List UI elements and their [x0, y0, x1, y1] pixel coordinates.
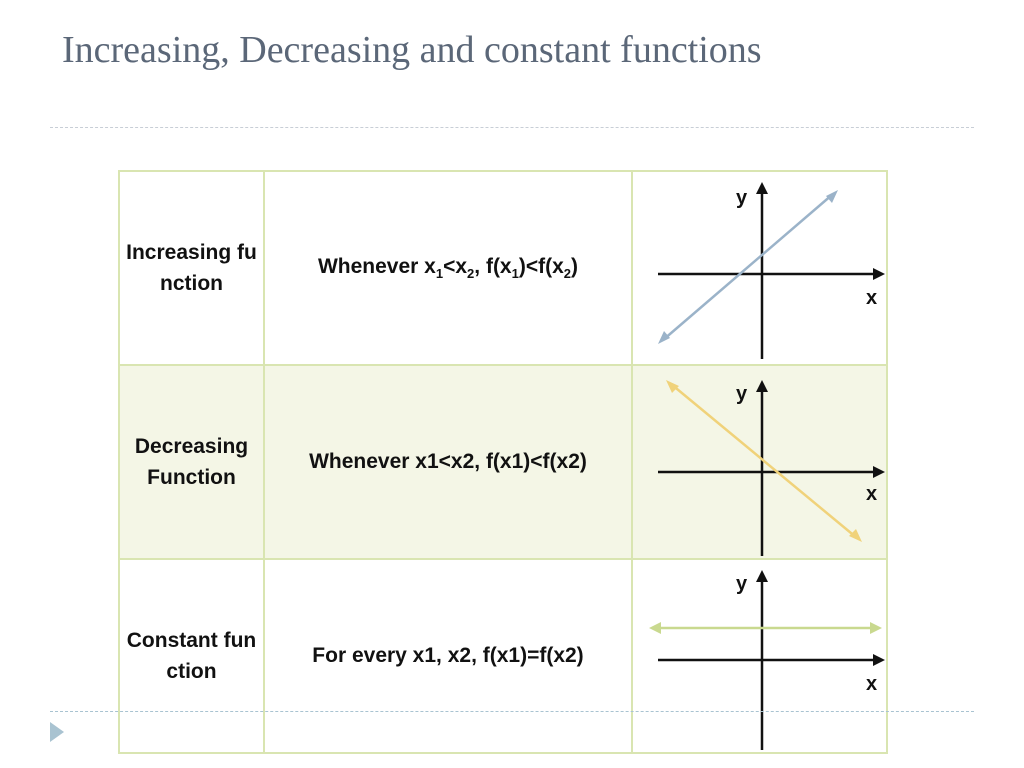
graph-cell: y x [631, 170, 888, 366]
graph-cell: y x [631, 558, 888, 754]
table-row-constant: Constant function For every x1, x2, f(x1… [118, 558, 888, 754]
footer-divider [50, 711, 974, 712]
y-axis-label: y [736, 187, 748, 209]
function-name-cell: Increasing function [118, 170, 265, 366]
title-divider [50, 127, 974, 128]
x-axis-label: x [866, 287, 877, 309]
function-name-cell: Decreasing Function [118, 364, 265, 560]
decreasing-graph: y x [658, 380, 885, 556]
decreasing-line [670, 383, 858, 539]
x-axis-label: x [866, 673, 877, 695]
function-name-constant: Constant function [126, 629, 257, 683]
increasing-graph: y x [658, 182, 885, 359]
function-rule-cell: Whenever x1<x2, f(x1)<f(x2) [263, 170, 633, 366]
slide-title: Increasing, Decreasing and constant func… [62, 29, 762, 71]
rule-decreasing: Whenever x1<x2, f(x1)<f(x2) [309, 450, 587, 473]
arrowhead-low [658, 331, 670, 344]
arrowhead-low [849, 529, 862, 542]
graph-cell: y x [631, 364, 888, 560]
function-rule-cell: For every x1, x2, f(x1)=f(x2) [263, 558, 633, 754]
increasing-line [662, 193, 834, 341]
function-name-cell: Constant function [118, 558, 265, 754]
y-axis-label: y [736, 383, 748, 405]
function-name-decreasing: Decreasing Function [134, 435, 249, 489]
x-axis-label: x [866, 483, 877, 505]
arrowhead-left [649, 622, 661, 634]
function-rule-cell: Whenever x1<x2, f(x1)<f(x2) [263, 364, 633, 560]
arrowhead-right [870, 622, 882, 634]
table-row-increasing: Increasing function Whenever x1<x2, f(x1… [118, 170, 888, 366]
function-types-table: Increasing function Whenever x1<x2, f(x1… [118, 170, 888, 754]
table-row-decreasing: Decreasing Function Whenever x1<x2, f(x1… [118, 364, 888, 560]
y-axis-label: y [736, 573, 748, 595]
rule-increasing: Whenever x1<x2, f(x1)<f(x2) [317, 254, 579, 282]
function-name-increasing: Increasing function [126, 241, 257, 295]
play-triangle-icon [50, 722, 64, 742]
rule-constant: For every x1, x2, f(x1)=f(x2) [312, 644, 584, 667]
arrowhead-high [666, 380, 679, 393]
constant-graph: y x [649, 570, 885, 750]
arrowhead-high [826, 190, 838, 203]
